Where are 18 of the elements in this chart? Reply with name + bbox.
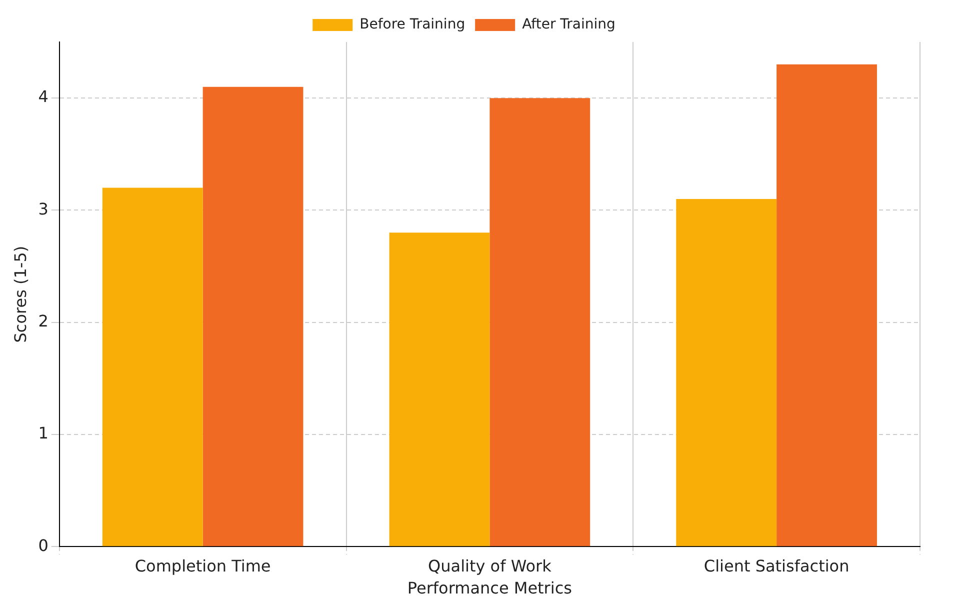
y-tick-label: 4	[38, 87, 48, 106]
y-tick-label: 0	[38, 536, 48, 555]
legend-label: After Training	[522, 16, 616, 33]
y-axis-title: Scores (1-5)	[10, 246, 30, 343]
y-tick-label: 3	[38, 199, 48, 218]
bar	[776, 64, 877, 546]
x-axis-title: Performance Metrics	[407, 578, 572, 598]
bar	[202, 86, 304, 546]
bar	[102, 188, 203, 546]
bar	[490, 98, 590, 546]
bar	[389, 232, 490, 546]
x-tick-label: Completion Time	[134, 556, 271, 576]
bar	[676, 198, 777, 546]
y-tick-label: 1	[38, 424, 48, 443]
x-tick-label: Quality of Work	[428, 556, 552, 576]
x-tick-label: Client Satisfaction	[704, 556, 850, 576]
y-tick-label: 2	[38, 311, 48, 330]
legend-label: Before Training	[360, 16, 466, 33]
